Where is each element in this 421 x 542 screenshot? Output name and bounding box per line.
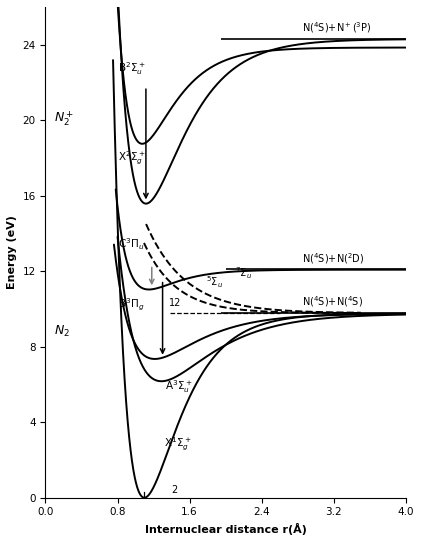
Text: N($^4$S)+N($^2$D): N($^4$S)+N($^2$D) [302,251,365,266]
Y-axis label: Energy (eV): Energy (eV) [7,215,17,289]
Text: X$^1\Sigma_g^+$: X$^1\Sigma_g^+$ [164,436,192,453]
Text: $^7\Sigma_u$: $^7\Sigma_u$ [234,265,252,281]
Text: N($^4$S)+N($^4$S): N($^4$S)+N($^4$S) [302,294,363,309]
Text: X$^2\Sigma_g^+$: X$^2\Sigma_g^+$ [117,150,145,167]
Text: 12: 12 [169,298,181,308]
X-axis label: Internuclear distance r(Å): Internuclear distance r(Å) [145,523,306,535]
Text: B$^2\Sigma_u^+$: B$^2\Sigma_u^+$ [117,60,145,77]
Text: C$^3\Pi_u$: C$^3\Pi_u$ [117,237,144,253]
Text: A$^3\Sigma_u^+$: A$^3\Sigma_u^+$ [165,378,193,395]
Text: $^5\Sigma_u$: $^5\Sigma_u$ [206,274,223,290]
Text: 2: 2 [172,486,178,495]
Text: N($^4$S)+N$^+$($^3$P): N($^4$S)+N$^+$($^3$P) [302,21,372,35]
Text: N$_2$: N$_2$ [54,324,71,339]
Text: N$_2^+$: N$_2^+$ [54,109,74,128]
Text: B$^3\Pi_g$: B$^3\Pi_g$ [117,296,144,313]
